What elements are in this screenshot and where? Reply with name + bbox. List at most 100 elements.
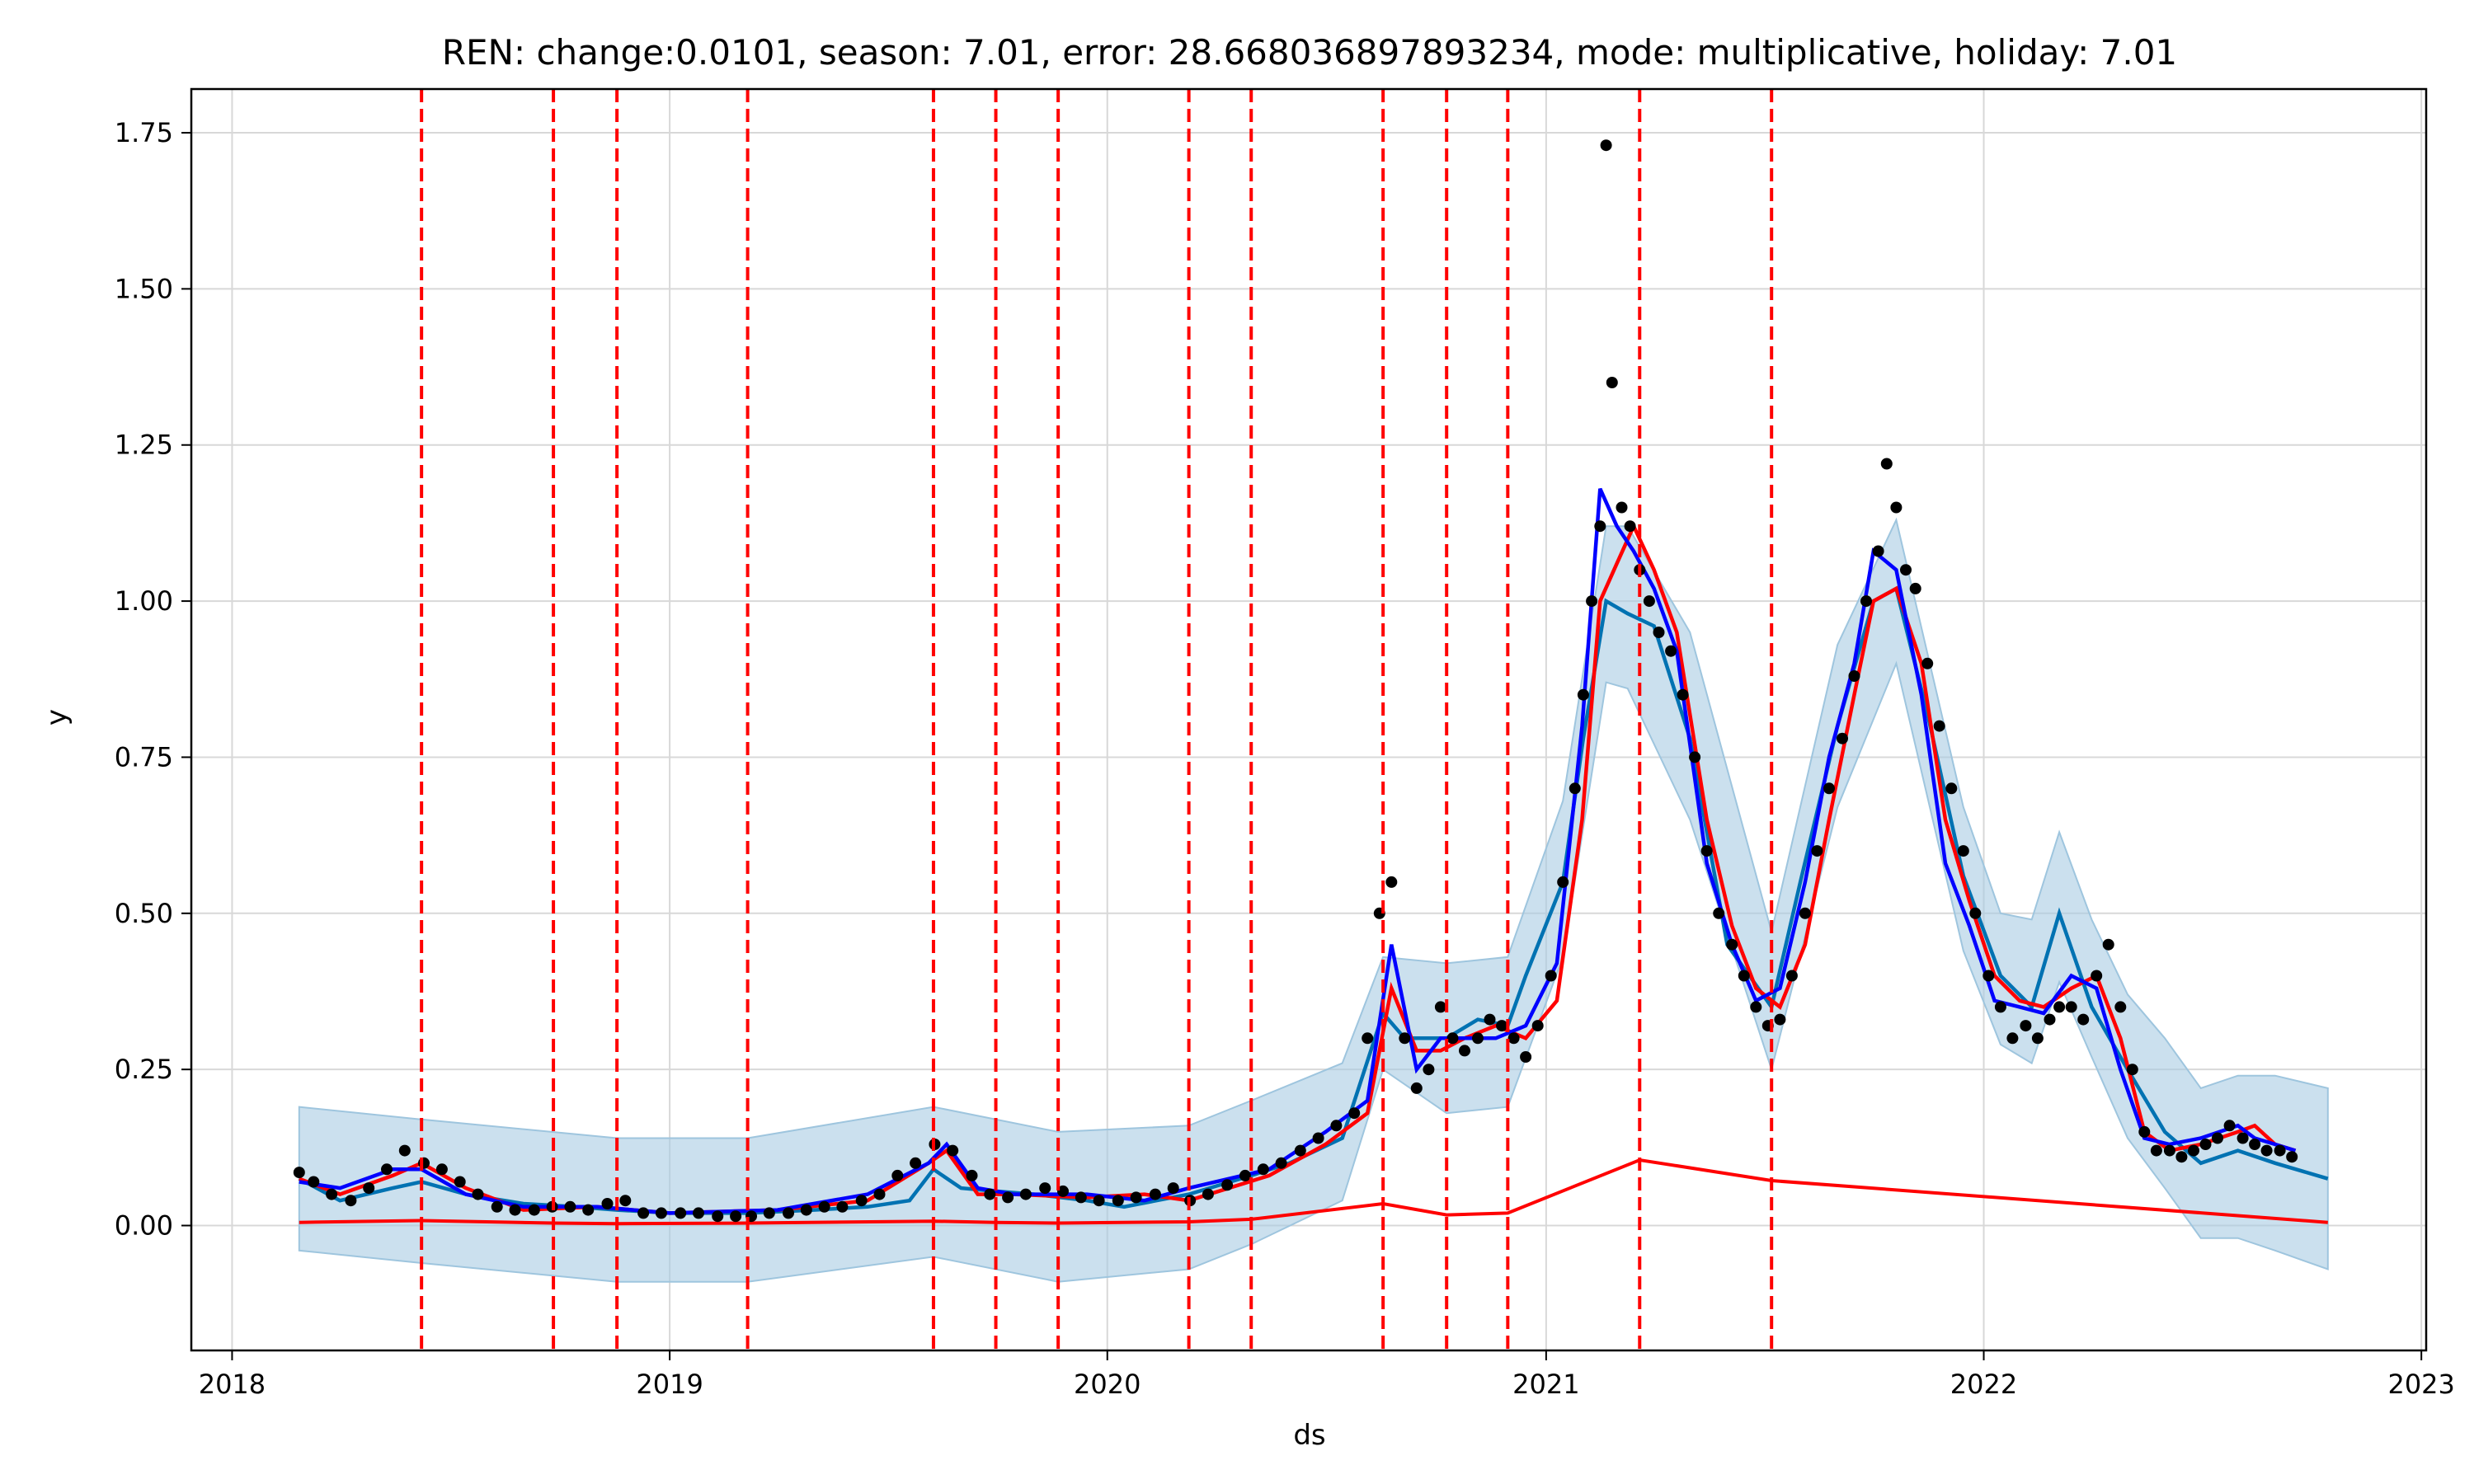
- observed-point: [2199, 1139, 2212, 1150]
- observed-point: [1880, 458, 1893, 470]
- observed-point: [1643, 595, 1655, 608]
- observed-point: [1239, 1169, 1251, 1181]
- observed-point: [1677, 688, 1689, 701]
- observed-point: [637, 1207, 650, 1219]
- observed-point: [326, 1188, 338, 1200]
- observed-point: [418, 1157, 430, 1169]
- observed-point: [2138, 1125, 2151, 1138]
- observed-point: [1130, 1191, 1142, 1204]
- observed-point: [454, 1176, 466, 1188]
- observed-point: [800, 1204, 812, 1216]
- observed-point: [1039, 1182, 1051, 1195]
- observed-point: [564, 1200, 576, 1213]
- observed-point: [293, 1167, 305, 1179]
- observed-point: [1848, 670, 1860, 682]
- observed-point: [873, 1188, 886, 1200]
- observed-point: [1075, 1191, 1087, 1204]
- smoothed-red-line: [298, 521, 2297, 1215]
- x-axis-label: ds: [1293, 1419, 1325, 1452]
- observed-point: [1410, 1082, 1423, 1094]
- observed-point: [1616, 501, 1628, 514]
- observed-point: [2091, 970, 2103, 982]
- y-axis-label: y: [40, 709, 73, 726]
- observed-point: [1434, 1001, 1446, 1013]
- observed-point: [1002, 1191, 1014, 1204]
- observed-point: [1994, 1001, 2006, 1013]
- observed-point: [2077, 1013, 2090, 1026]
- observed-point: [1472, 1032, 1484, 1045]
- observed-point: [1577, 688, 1589, 701]
- observed-point: [2286, 1151, 2298, 1163]
- observed-point: [1823, 782, 1835, 795]
- observed-point: [1606, 377, 1618, 388]
- observed-point: [2020, 1020, 2032, 1032]
- observed-point: [1202, 1188, 1214, 1200]
- observed-point: [308, 1176, 320, 1188]
- observed-point: [1362, 1032, 1374, 1045]
- observed-point: [381, 1163, 393, 1176]
- observed-point: [818, 1200, 830, 1213]
- observed-point: [1921, 657, 1934, 669]
- observed-point: [1726, 938, 1738, 951]
- y-tick-label: 1.25: [115, 430, 173, 461]
- grid: [191, 89, 2426, 1350]
- observed-point: [1738, 970, 1750, 982]
- observed-point: [693, 1207, 704, 1219]
- observed-point: [528, 1204, 540, 1216]
- x-tick-label: 2020: [1074, 1369, 1141, 1400]
- changepoints: [420, 89, 1774, 1350]
- observed-point: [1520, 1051, 1532, 1063]
- observed-point: [1774, 1013, 1786, 1026]
- observed-point: [1496, 1020, 1508, 1032]
- observed-point: [363, 1182, 375, 1195]
- observed-point: [947, 1144, 959, 1157]
- observed-point: [1586, 595, 1598, 608]
- chart-title: REN: change:0.0101, season: 7.01, error:…: [442, 32, 2177, 73]
- x-tick-label: 2021: [1512, 1369, 1579, 1400]
- observed-point: [2188, 1144, 2199, 1157]
- observed-point: [2053, 1001, 2066, 1013]
- observed-point: [836, 1200, 849, 1213]
- observed-point: [1665, 645, 1677, 657]
- y-tick-label: 0.00: [115, 1210, 173, 1242]
- observed-point: [491, 1200, 503, 1213]
- observed-point: [435, 1163, 448, 1176]
- observed-point: [1294, 1144, 1306, 1157]
- observed-point: [2274, 1144, 2286, 1157]
- observed-point: [1167, 1182, 1179, 1195]
- observed-point: [1545, 970, 1557, 982]
- observed-point: [1569, 782, 1581, 795]
- observed-point: [1257, 1163, 1269, 1176]
- observed-point: [1275, 1157, 1287, 1169]
- observed-point: [1423, 1064, 1435, 1076]
- observed-point: [582, 1204, 595, 1216]
- observed-point: [1945, 782, 1958, 795]
- observed-point: [1957, 845, 1969, 857]
- observed-point: [2150, 1144, 2162, 1157]
- observed-point: [1459, 1045, 1470, 1057]
- observed-point: [1594, 520, 1606, 533]
- observed-point: [712, 1210, 724, 1223]
- y-tick-label: 1.50: [115, 273, 173, 304]
- observed-point: [675, 1207, 687, 1219]
- observed-point: [2065, 1001, 2077, 1013]
- observed-point: [1484, 1013, 1496, 1026]
- observed-point: [2260, 1144, 2273, 1157]
- observed-point: [2236, 1132, 2249, 1144]
- observed-point: [966, 1169, 978, 1181]
- observed-point: [1860, 595, 1872, 608]
- observed-point: [2126, 1064, 2138, 1076]
- x-tick-label: 2023: [2387, 1369, 2454, 1400]
- observed-point: [2163, 1144, 2175, 1157]
- observed-point: [2223, 1120, 2236, 1132]
- observed-point: [1713, 907, 1725, 919]
- observed-point: [1689, 751, 1701, 763]
- y-tick-label: 0.25: [115, 1054, 173, 1085]
- observed-point: [2249, 1139, 2261, 1150]
- observed-point: [2114, 1001, 2127, 1013]
- observed-points: [293, 139, 2298, 1223]
- observed-point: [1399, 1032, 1411, 1045]
- observed-point: [1330, 1120, 1343, 1132]
- observed-point: [1969, 907, 1982, 919]
